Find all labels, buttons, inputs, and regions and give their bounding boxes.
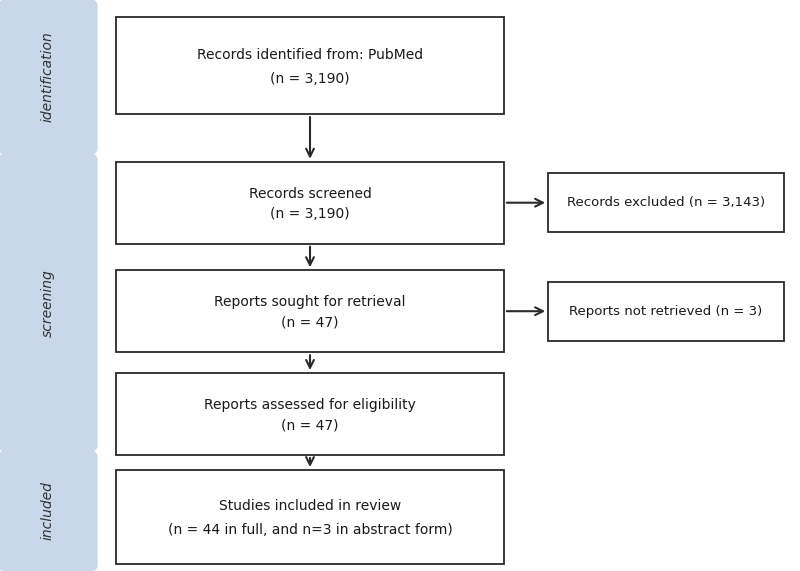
Text: Reports sought for retrieval: Reports sought for retrieval [214,295,406,309]
Text: Studies included in review: Studies included in review [219,500,401,513]
FancyBboxPatch shape [116,270,504,352]
Text: included: included [41,481,55,541]
Text: (n = 44 in full, and n=3 in abstract form): (n = 44 in full, and n=3 in abstract for… [168,523,452,537]
FancyBboxPatch shape [0,450,98,571]
FancyBboxPatch shape [116,470,504,564]
Text: (n = 47): (n = 47) [282,316,338,329]
Text: Records excluded (n = 3,143): Records excluded (n = 3,143) [567,196,765,209]
Text: screening: screening [41,269,55,336]
Text: Reports not retrieved (n = 3): Reports not retrieved (n = 3) [570,305,762,317]
Text: Records identified from: PubMed: Records identified from: PubMed [197,48,423,62]
Text: identification: identification [41,32,55,122]
FancyBboxPatch shape [116,17,504,114]
FancyBboxPatch shape [548,173,784,232]
Text: (n = 47): (n = 47) [282,419,338,432]
Text: Records screened: Records screened [249,187,371,200]
Text: (n = 3,190): (n = 3,190) [270,207,350,221]
FancyBboxPatch shape [116,373,504,455]
FancyBboxPatch shape [0,153,98,452]
Text: Reports assessed for eligibility: Reports assessed for eligibility [204,398,416,412]
FancyBboxPatch shape [548,282,784,341]
Text: (n = 3,190): (n = 3,190) [270,73,350,86]
FancyBboxPatch shape [0,0,98,155]
FancyBboxPatch shape [116,162,504,244]
